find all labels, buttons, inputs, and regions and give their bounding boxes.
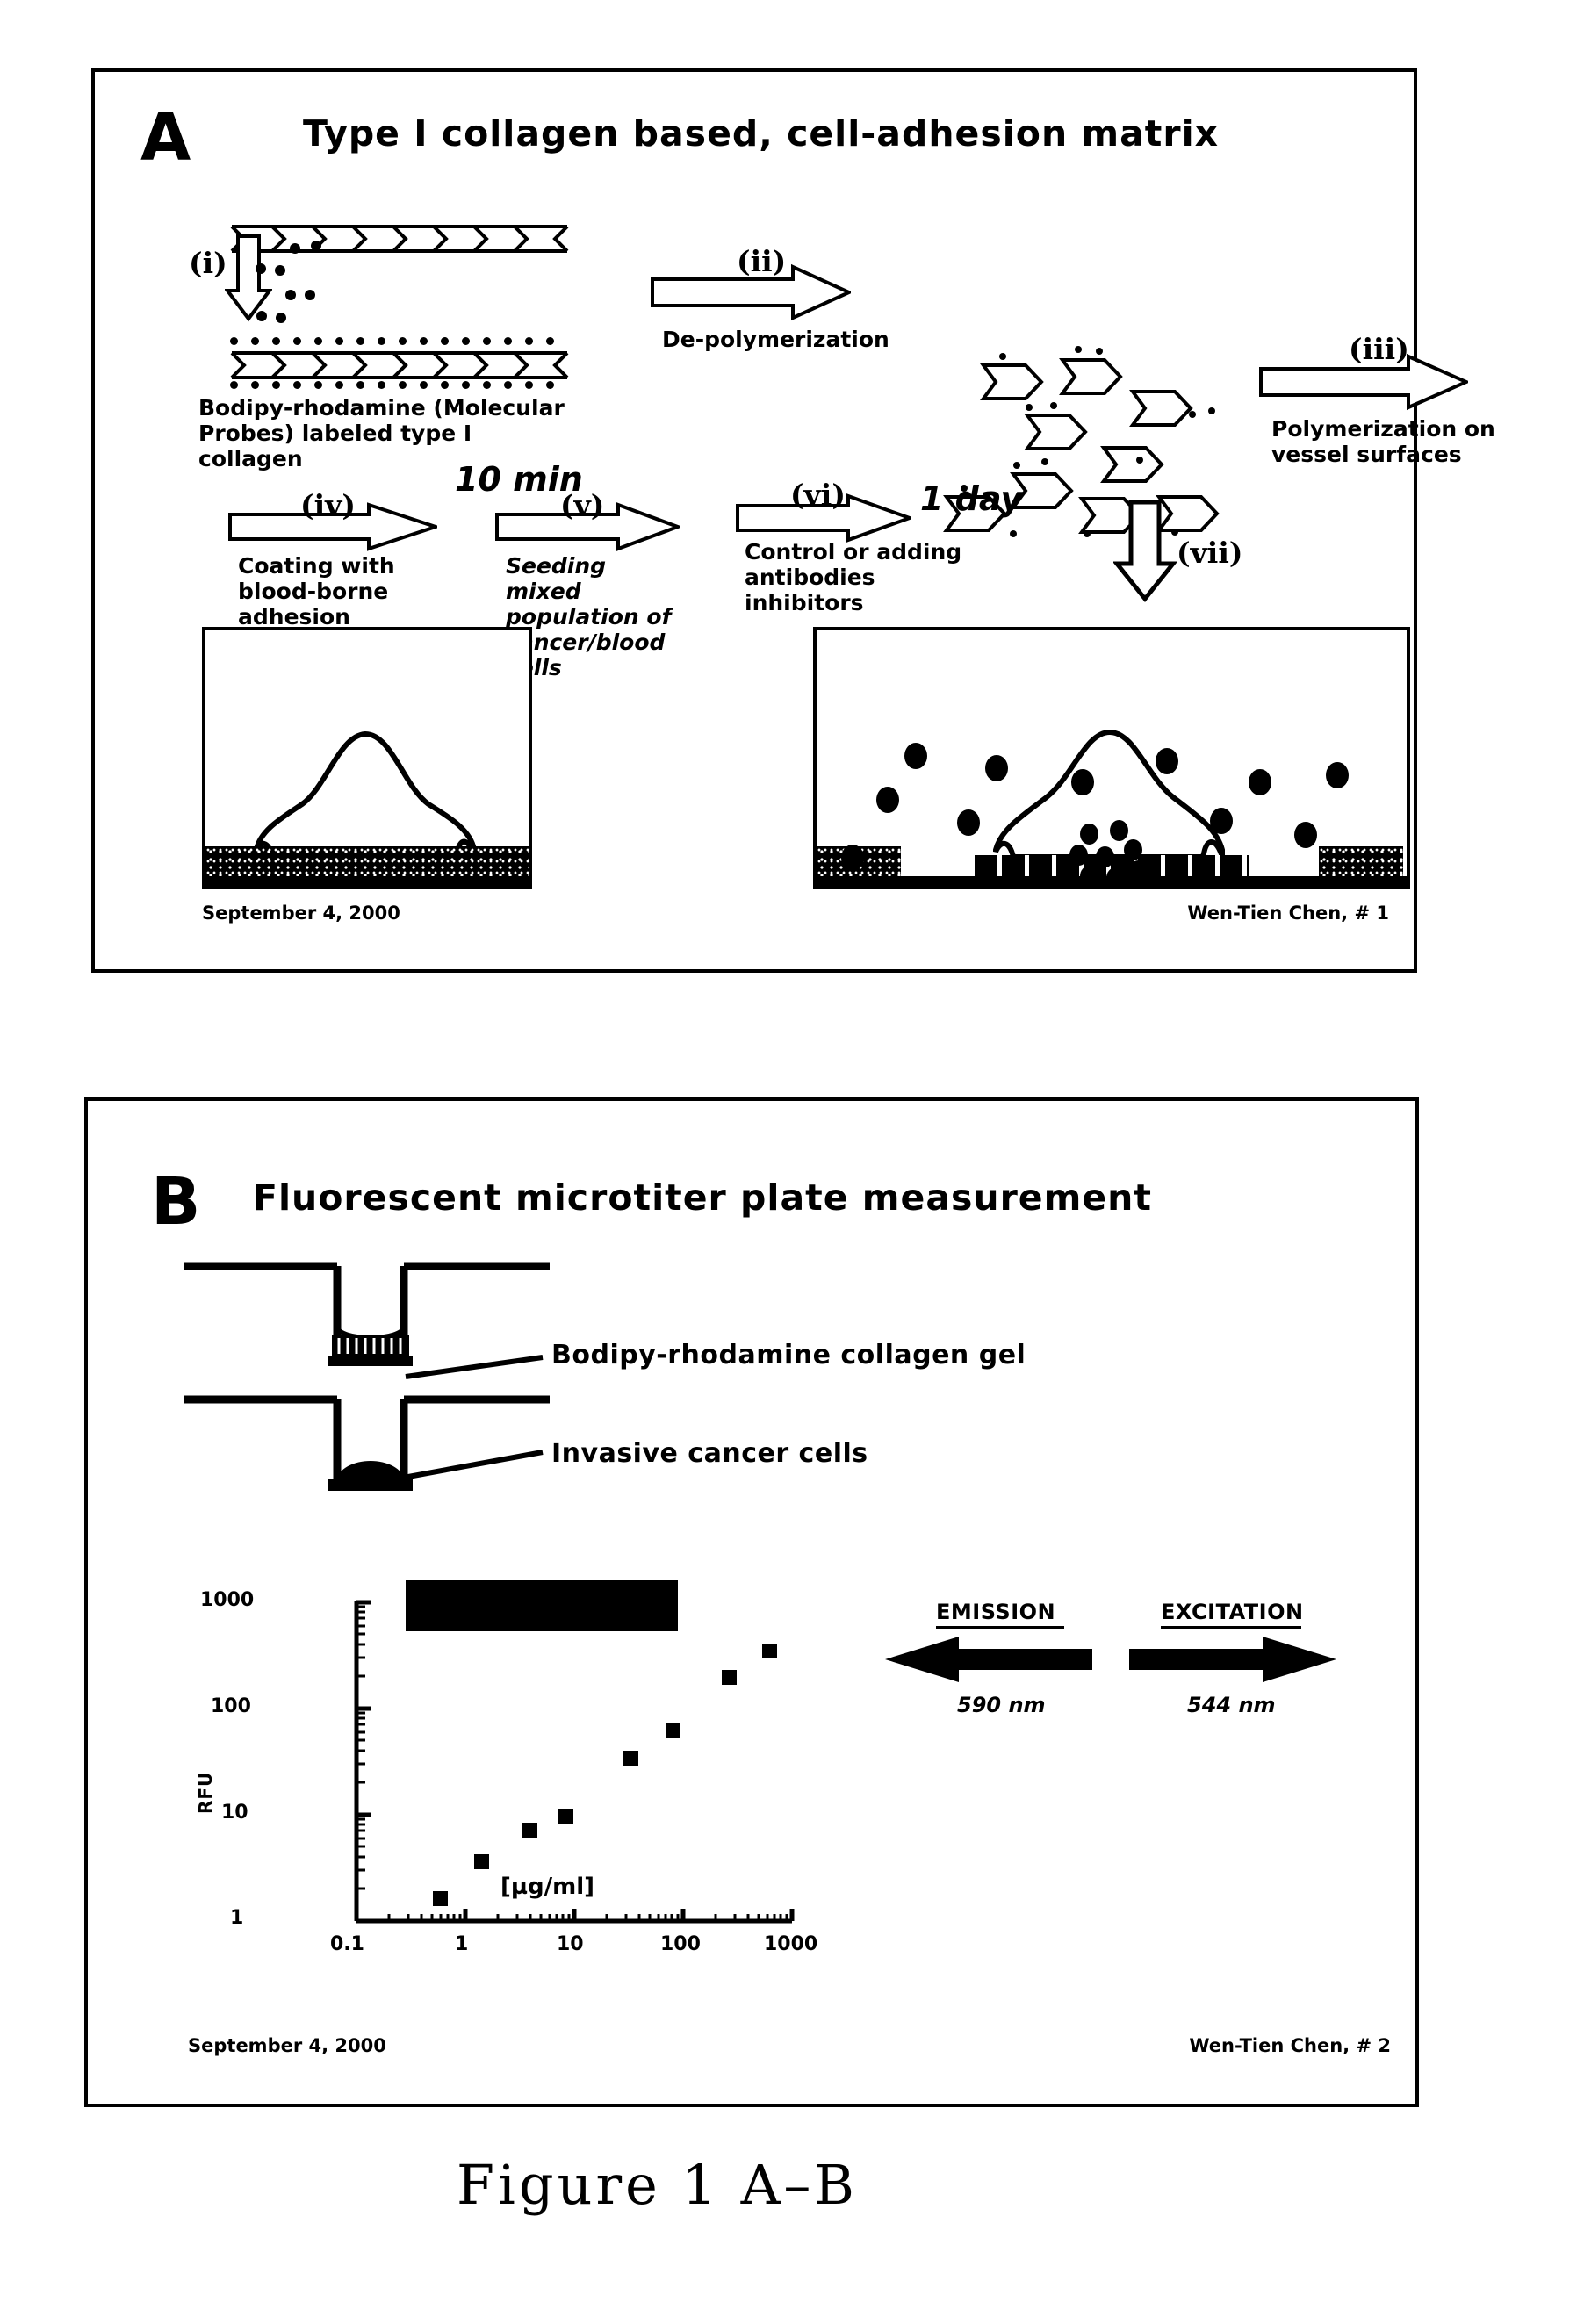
- dye-row-top: [228, 337, 571, 345]
- x-tick-1: 1: [455, 1933, 468, 1955]
- label-invasive-cells: Invasive cancer cells: [551, 1438, 868, 1469]
- y-tick-1000: 1000: [200, 1589, 254, 1611]
- label-emission-value: 590 nm: [957, 1693, 1046, 1717]
- arrow-step-vii: [1113, 500, 1177, 602]
- dye-row-bottom: [228, 381, 571, 389]
- step-iii-label: (iii): [1349, 332, 1409, 366]
- panel-a-title: Type I collagen based, cell-adhesion mat…: [303, 116, 1219, 152]
- step-v-label: (v): [560, 488, 604, 522]
- panel-b: B Fluorescent microtiter plate measureme…: [84, 1097, 1419, 2107]
- illustration-seeded-vessel: [813, 627, 1410, 889]
- x-tick-100: 100: [660, 1933, 701, 1955]
- step-ii-label: (ii): [737, 244, 786, 278]
- label-excitation: EXCITATION: [1161, 1600, 1304, 1624]
- panel-b-footer-left: September 4, 2000: [188, 2035, 386, 2056]
- x-axis-label: [µg/ml]: [500, 1874, 594, 1900]
- arrow-emission: [883, 1635, 1094, 1684]
- figure-caption: Figure 1 A–B: [457, 2153, 858, 2217]
- collagen-fibril-labeled: [228, 348, 571, 383]
- label-emission: EMISSION: [936, 1600, 1055, 1624]
- standard-curve-chart: [260, 1593, 804, 1961]
- chart-data-points: [433, 1644, 777, 1906]
- y-tick-1: 1: [230, 1907, 243, 1929]
- step-vi-label: (vi): [790, 478, 846, 512]
- panel-b-title: Fluorescent microtiter plate measurement: [253, 1180, 1152, 1216]
- leader-line-cells: [378, 1449, 544, 1486]
- label-collagen-gel: Bodipy-rhodamine collagen gel: [551, 1340, 1026, 1371]
- y-axis-label: RFU: [195, 1772, 216, 1814]
- panel-a-footer-right: Wen-Tien Chen, # 1: [1187, 903, 1389, 924]
- step-i-label: (i): [189, 246, 227, 280]
- panel-a-letter: A: [140, 105, 191, 170]
- label-polymerization: Polymerization on vessel surfaces: [1271, 416, 1508, 467]
- label-depolymerization: De-polymerization: [662, 327, 889, 352]
- label-seeding: Seeding mixed population of cancer/blood…: [506, 553, 681, 680]
- illustration-coated-vessel: [202, 627, 532, 889]
- label-control: Control or adding antibodies inhibitors: [745, 539, 973, 615]
- panel-a: A Type I collagen based, cell-adhesion m…: [91, 68, 1417, 973]
- arrow-step-i: [225, 234, 272, 322]
- panel-b-footer-right: Wen-Tien Chen, # 2: [1189, 2035, 1391, 2056]
- panel-a-footer-left: September 4, 2000: [202, 903, 400, 924]
- x-tick-10: 10: [557, 1933, 584, 1955]
- x-tick-0-1: 0.1: [330, 1933, 364, 1955]
- label-excitation-value: 544 nm: [1187, 1693, 1276, 1717]
- y-tick-10: 10: [221, 1802, 248, 1824]
- step-vii-label: (vii): [1177, 536, 1242, 570]
- vessel-base: [205, 876, 529, 885]
- panel-b-letter: B: [151, 1169, 200, 1234]
- excitation-underline: [1161, 1626, 1301, 1629]
- arrow-excitation: [1127, 1635, 1338, 1684]
- y-tick-100: 100: [211, 1695, 251, 1717]
- label-one-day: 1 day: [920, 479, 1022, 518]
- step-iv-label: (iv): [300, 488, 356, 522]
- collagen-fibril-top: [228, 221, 571, 256]
- endothelium-mound: [205, 630, 525, 881]
- figure-page: A Type I collagen based, cell-adhesion m…: [0, 0, 1584, 2324]
- emission-underline: [936, 1626, 1064, 1629]
- x-tick-1000: 1000: [764, 1933, 817, 1955]
- leader-line-gel: [404, 1354, 544, 1380]
